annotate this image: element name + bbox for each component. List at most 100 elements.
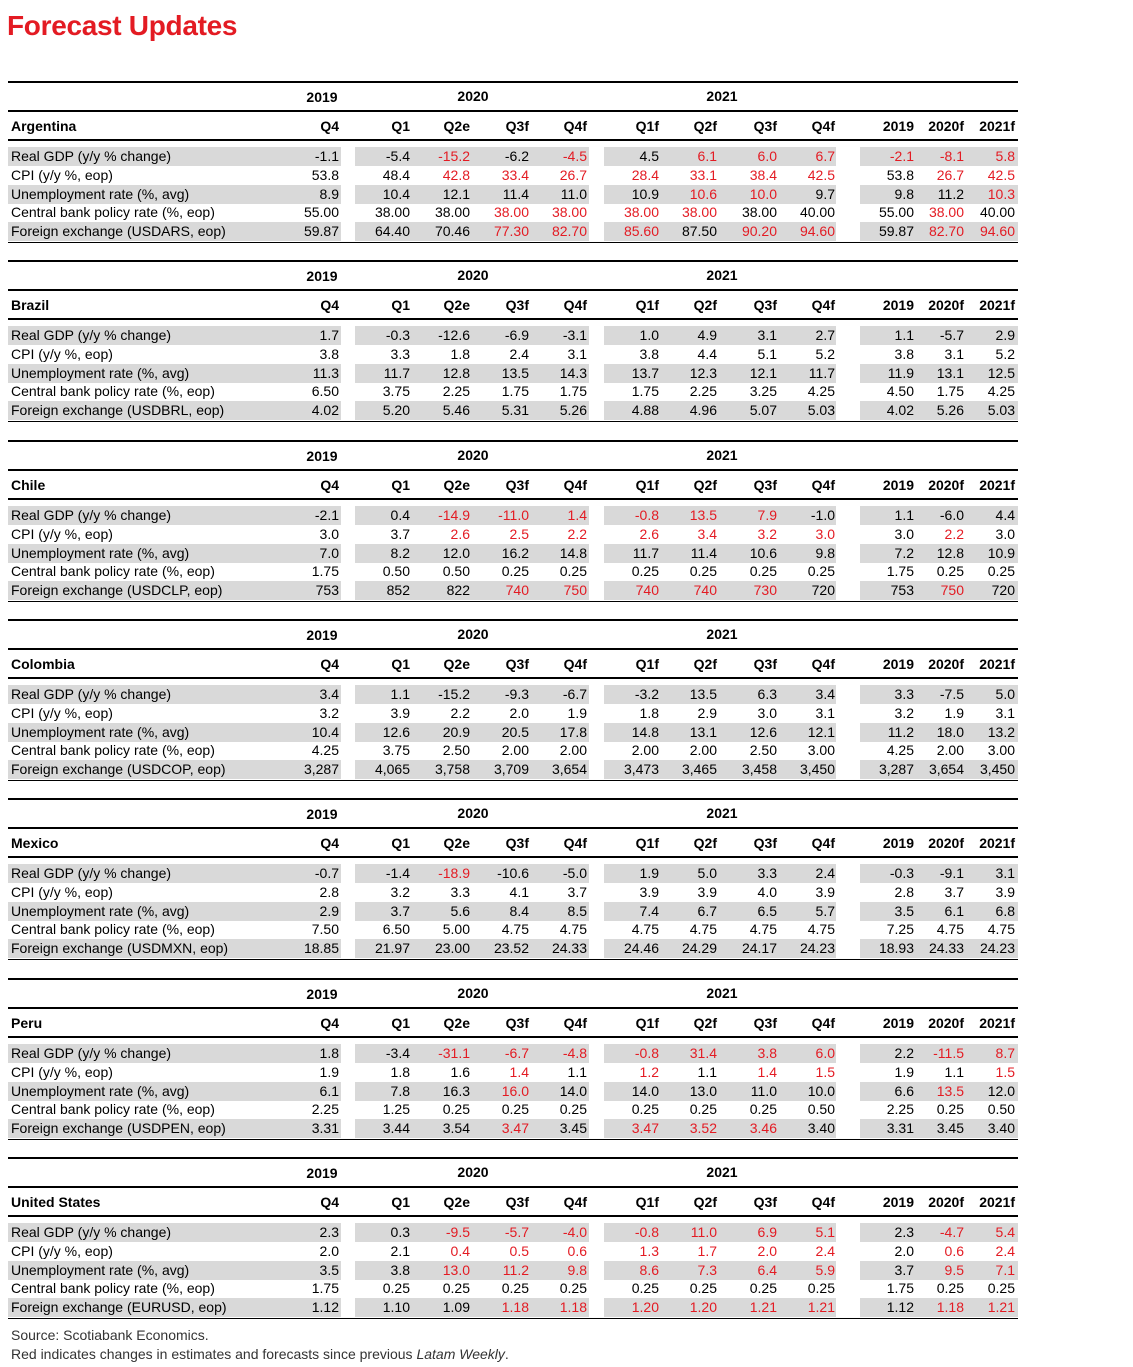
data-cell: -3.4 xyxy=(385,1045,410,1061)
year-2020: 2020 xyxy=(457,985,489,1001)
data-cell: 3.45 xyxy=(559,1120,587,1137)
data-cell: 18.93 xyxy=(878,940,914,957)
row-shade xyxy=(860,722,1018,742)
row-shade xyxy=(8,939,341,959)
row-shade xyxy=(355,685,589,704)
row-shade xyxy=(355,506,589,525)
quarter-header: Q2e xyxy=(443,118,470,134)
row-shade xyxy=(355,222,589,242)
annual-header: 2019 xyxy=(882,1194,914,1210)
data-cell: 4.75 xyxy=(749,921,777,938)
data-cell: 2.0 xyxy=(757,1242,777,1259)
data-cell: 2.0 xyxy=(319,1242,339,1259)
data-cell: 1.21 xyxy=(987,1299,1015,1316)
data-cell: 4.88 xyxy=(631,402,659,419)
data-cell: 1.8 xyxy=(639,704,659,721)
data-cell: 1.21 xyxy=(749,1299,777,1316)
data-cell: 3.1 xyxy=(995,704,1015,721)
data-cell: 6.1 xyxy=(697,148,717,164)
quarter-header: Q2f xyxy=(693,835,717,851)
row-shade xyxy=(604,901,836,921)
year-rule xyxy=(8,648,1018,650)
data-cell: -5.7 xyxy=(504,1224,529,1240)
page-title: Forecast Updates xyxy=(7,10,238,41)
row-label: Central bank policy rate (%, eop) xyxy=(11,1101,215,1118)
data-cell: -4.0 xyxy=(562,1224,587,1240)
row-shade xyxy=(355,326,589,345)
row-label: Real GDP (y/y % change) xyxy=(11,507,172,523)
quarter-header: Q2f xyxy=(693,1194,717,1210)
row-shade xyxy=(604,401,836,421)
row-shade xyxy=(604,1044,836,1063)
data-cell: 0.25 xyxy=(501,1280,529,1297)
data-cell: -2.1 xyxy=(314,507,339,523)
quarter-header: Q4 xyxy=(320,1015,339,1031)
data-cell: 2.25 xyxy=(442,383,470,400)
year-2021: 2021 xyxy=(706,1164,738,1180)
data-cell: 11.3 xyxy=(312,364,339,381)
data-cell: 8.7 xyxy=(995,1045,1015,1061)
annual-header: 2019 xyxy=(882,297,914,313)
data-cell: 5.9 xyxy=(815,1261,835,1278)
data-cell: 2.00 xyxy=(501,742,529,759)
annual-header: 2020f xyxy=(928,118,964,134)
quarter-header: Q1 xyxy=(391,835,410,851)
red-note-suffix: . xyxy=(504,1346,509,1362)
row-shade xyxy=(860,543,1018,563)
data-cell: 3.25 xyxy=(749,383,777,400)
annual-header: 2021f xyxy=(979,835,1015,851)
year-2021: 2021 xyxy=(706,985,738,1001)
header-rule xyxy=(8,856,1018,858)
data-cell: 3.52 xyxy=(689,1120,717,1137)
row-shade xyxy=(8,864,341,883)
data-cell: 5.03 xyxy=(807,402,835,419)
data-cell: 0.25 xyxy=(807,1280,835,1297)
data-cell: -5.4 xyxy=(385,148,410,164)
data-cell: 59.87 xyxy=(303,223,339,240)
data-cell: 2.8 xyxy=(894,883,914,900)
data-cell: 13.1 xyxy=(936,364,964,381)
row-label: Real GDP (y/y % change) xyxy=(11,686,172,702)
quarter-header: Q1f xyxy=(635,297,659,313)
quarter-header: Q4f xyxy=(811,118,835,134)
data-cell: 0.25 xyxy=(936,563,964,580)
data-cell: 23.00 xyxy=(434,940,470,957)
data-cell: 6.5 xyxy=(757,902,777,919)
data-cell: 10.6 xyxy=(689,185,717,202)
quarter-header: Q3f xyxy=(753,477,777,493)
data-cell: 14.8 xyxy=(559,544,587,561)
year-rule xyxy=(8,289,1018,291)
data-cell: 2.4 xyxy=(815,1242,835,1259)
year-2019: 2019 xyxy=(306,268,338,284)
data-cell: 720 xyxy=(811,582,835,599)
data-cell: 1.75 xyxy=(886,563,914,580)
quarter-header: Q3f xyxy=(505,835,529,851)
quarter-header: Q4 xyxy=(320,1194,339,1210)
data-cell: 11.4 xyxy=(502,185,529,202)
data-cell: -15.2 xyxy=(438,148,470,164)
annual-header: 2020f xyxy=(928,477,964,493)
header-rule xyxy=(8,677,1018,679)
data-cell: 0.25 xyxy=(749,1101,777,1118)
data-cell: 11.0 xyxy=(560,185,587,202)
data-cell: 3.2 xyxy=(390,883,410,900)
data-cell: -4.7 xyxy=(939,1224,964,1240)
quarter-header: Q4f xyxy=(811,656,835,672)
data-cell: 0.25 xyxy=(631,1280,659,1297)
row-shade xyxy=(860,581,1018,601)
data-cell: 26.7 xyxy=(559,166,587,183)
year-2021: 2021 xyxy=(706,626,738,642)
row-shade xyxy=(8,184,341,204)
data-cell: 3.8 xyxy=(894,345,914,362)
data-cell: 1.1 xyxy=(894,327,914,343)
data-cell: 3.8 xyxy=(639,345,659,362)
data-cell: 42.5 xyxy=(807,166,835,183)
data-cell: 1.75 xyxy=(936,383,964,400)
row-label: Foreign exchange (USDARS, eop) xyxy=(11,223,226,240)
annual-header: 2019 xyxy=(882,1015,914,1031)
data-cell: 1.1 xyxy=(697,1063,717,1080)
data-cell: 24.46 xyxy=(623,940,659,957)
data-cell: 14.3 xyxy=(559,364,587,381)
annual-header: 2020f xyxy=(928,297,964,313)
data-cell: 0.25 xyxy=(749,563,777,580)
